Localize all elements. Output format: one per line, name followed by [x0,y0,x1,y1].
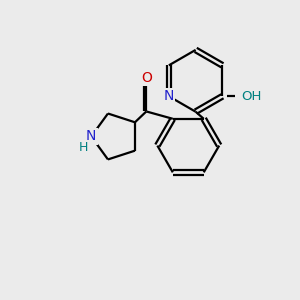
Text: N: N [164,89,174,103]
Text: OH: OH [241,90,262,103]
Text: O: O [141,71,152,85]
Text: N: N [86,130,96,143]
Text: H: H [78,141,88,154]
